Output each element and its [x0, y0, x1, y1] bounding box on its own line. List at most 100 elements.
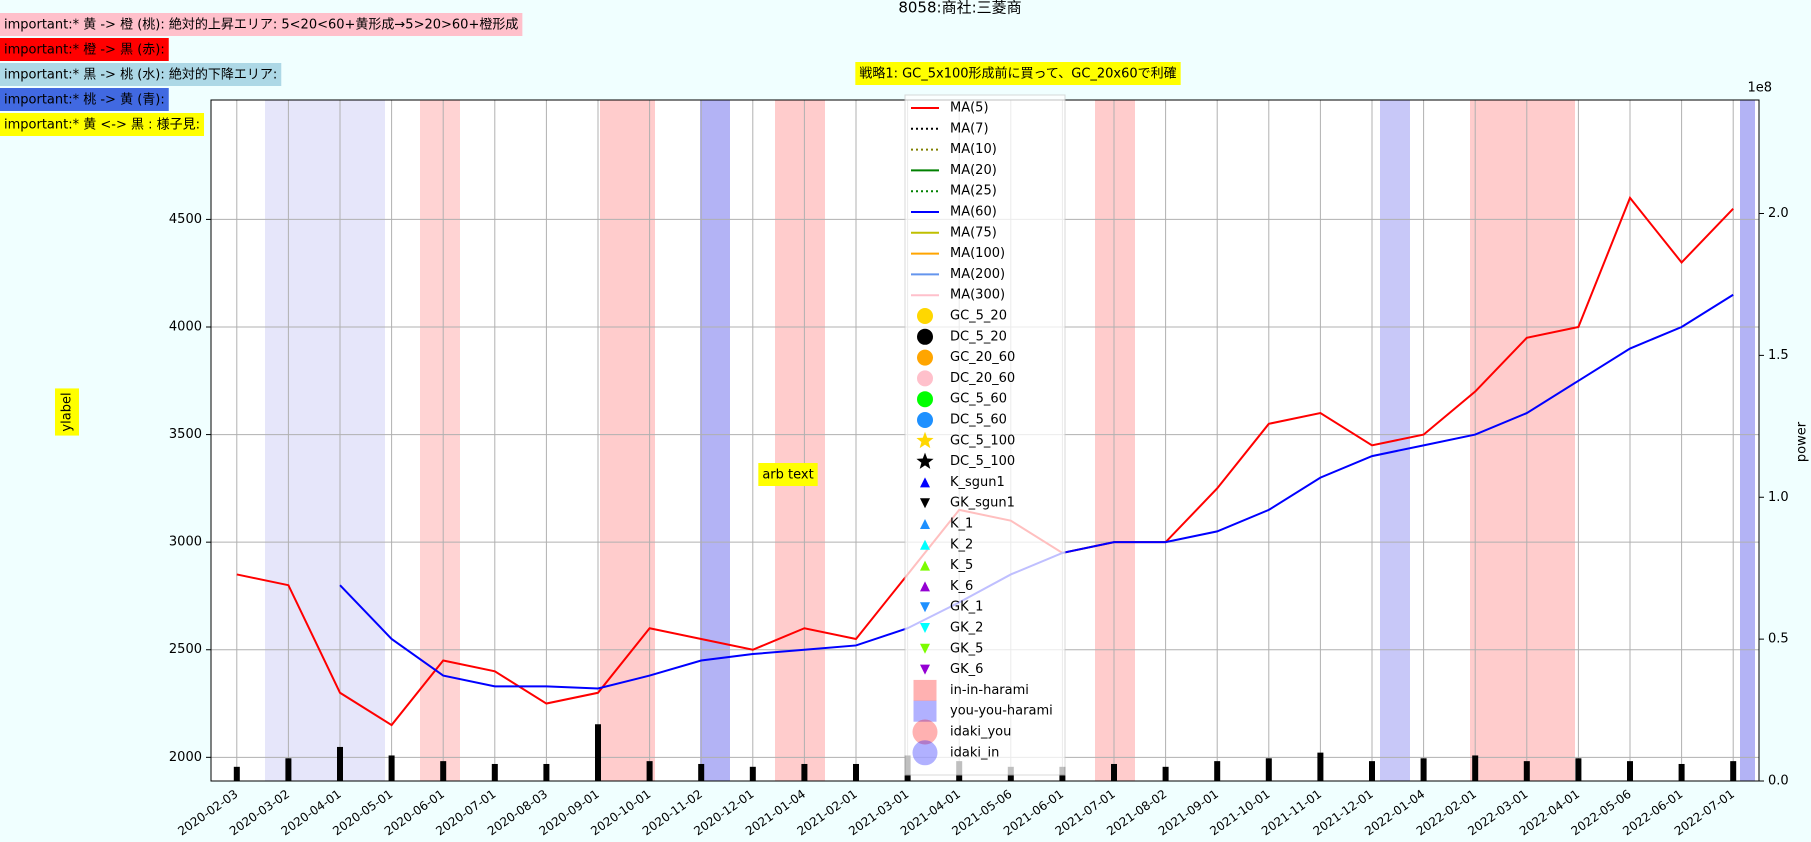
- shade-band: [420, 100, 460, 781]
- chart-title: 8058:商社:三菱商: [898, 0, 1021, 17]
- legend-label: GC_5_20: [950, 309, 1007, 324]
- volume-bar: [646, 761, 653, 781]
- volume-bar: [853, 763, 859, 781]
- annotation: important:* 黄 -> 橙 (桃): 絶対的上昇エリア: 5<20<6…: [0, 13, 523, 36]
- shade-band: [700, 100, 730, 781]
- legend-marker: [920, 560, 930, 571]
- legend-label: GK_6: [950, 662, 983, 677]
- volume-bar: [595, 724, 601, 781]
- volume-bar: [749, 766, 756, 781]
- shade-band: [1095, 100, 1135, 781]
- legend-label: MA(300): [950, 288, 1005, 303]
- annotation: important:* 黄 <-> 黒 : 様子見:: [0, 113, 205, 136]
- volume-bar: [1369, 761, 1375, 781]
- legend-label: GC_5_60: [950, 392, 1007, 407]
- legend-marker: [916, 452, 934, 469]
- legend-label: GC_5_100: [950, 433, 1015, 448]
- legend-marker: [913, 679, 937, 701]
- y-tick-label: 2000: [169, 750, 202, 765]
- legend-label: MA(75): [950, 225, 997, 240]
- shade-band: [265, 100, 385, 781]
- legend-marker: [920, 623, 930, 633]
- annotation-text: important:* 橙 -> 黒 (赤):: [4, 43, 165, 58]
- legend-marker: [920, 581, 930, 592]
- volume-bar: [1523, 761, 1530, 781]
- legend-marker: [913, 700, 937, 722]
- annotation-bg: [0, 13, 523, 36]
- strategy-note-bg: [855, 62, 1181, 85]
- legend-label: idaki_you: [950, 725, 1011, 740]
- y-tick-label: 2500: [169, 642, 202, 657]
- legend-label: K_2: [950, 537, 973, 552]
- legend-label: you-you-harami: [950, 704, 1053, 719]
- volume-bar: [388, 755, 395, 781]
- y2-tick-label: 0.5: [1768, 632, 1789, 647]
- legend-marker: [920, 539, 930, 550]
- volume-bar: [1730, 761, 1737, 781]
- y-axis-label-bg: [55, 388, 79, 436]
- shade-band: [775, 100, 825, 781]
- legend-label: DC_5_60: [950, 413, 1007, 428]
- legend-label: DC_20_60: [950, 371, 1015, 386]
- y-axis-label: ylabel: [55, 388, 79, 436]
- shade-band: [1740, 100, 1755, 781]
- legend-marker: [912, 740, 938, 766]
- y-tick-label: 3000: [169, 535, 202, 550]
- volume-bar: [1265, 758, 1272, 781]
- legend-marker: [916, 431, 934, 449]
- legend-label: K_6: [950, 579, 973, 594]
- legend-label: MA(7): [950, 121, 989, 136]
- legend-label: K_sgun1: [950, 475, 1005, 490]
- volume-bar: [337, 746, 343, 781]
- y-tick-label: 4500: [169, 212, 202, 227]
- arb-text: arb text: [758, 463, 818, 486]
- annotation: important:* 黒 -> 桃 (水): 絶対的下降エリア:: [0, 63, 282, 86]
- annotation: important:* 橙 -> 黒 (赤):: [0, 38, 169, 61]
- volume-bar: [801, 763, 808, 781]
- volume-bar: [1678, 763, 1685, 781]
- y2-tick-label: 0.0: [1768, 774, 1789, 789]
- legend-label: GC_20_60: [950, 350, 1015, 365]
- legend-marker: [917, 370, 933, 387]
- annotation-text: important:* 桃 -> 黄 (青):: [4, 93, 165, 108]
- legend-marker: [917, 328, 933, 345]
- volume-bar: [440, 761, 447, 781]
- legend-label: GK_2: [950, 621, 983, 636]
- volume-bar: [1214, 761, 1221, 781]
- volume-bar: [1627, 761, 1633, 781]
- volume-bar: [1162, 766, 1169, 781]
- annotation-bg: [0, 88, 169, 111]
- legend-marker: [920, 602, 930, 613]
- volume-bar: [1472, 755, 1479, 781]
- legend-label: MA(25): [950, 184, 997, 199]
- legend-box: [904, 94, 1066, 776]
- legend-marker: [917, 412, 933, 428]
- volume-bar: [698, 763, 705, 781]
- y-tick-label: 3500: [169, 427, 202, 442]
- legend-marker: [920, 498, 930, 509]
- volume-bar: [1420, 758, 1427, 781]
- legend-label: GK_1: [950, 600, 983, 615]
- legend-label: MA(5): [950, 101, 989, 116]
- legend-marker: [920, 477, 930, 488]
- arb-text-text: arb text: [762, 468, 813, 483]
- legend: MA(5) MA(7) MA(10) MA(20) MA(25) MA(60) MA(75)…: [904, 94, 1066, 776]
- annotation-text: important:* 黒 -> 桃 (水): 絶対的下降エリア:: [4, 67, 277, 83]
- legend-label: MA(10): [950, 142, 997, 157]
- legend-label: MA(20): [950, 163, 997, 178]
- legend-label: K_5: [950, 558, 973, 573]
- y2-tick-label: 1.5: [1768, 348, 1789, 363]
- legend-label: in-in-harami: [950, 683, 1029, 698]
- y-axis-label-text: ylabel: [60, 392, 75, 431]
- legend-label: DC_5_20: [950, 329, 1007, 344]
- legend-marker: [917, 349, 933, 366]
- legend-label: GK_sgun1: [950, 496, 1015, 511]
- volume-bar: [1575, 758, 1582, 781]
- volume-bar: [285, 758, 292, 781]
- volume-bar: [1111, 763, 1117, 781]
- annotation-bg: [0, 63, 282, 86]
- legend-label: MA(100): [950, 246, 1005, 261]
- y2-axis-label: power: [1795, 421, 1810, 462]
- legend-marker: [920, 643, 930, 654]
